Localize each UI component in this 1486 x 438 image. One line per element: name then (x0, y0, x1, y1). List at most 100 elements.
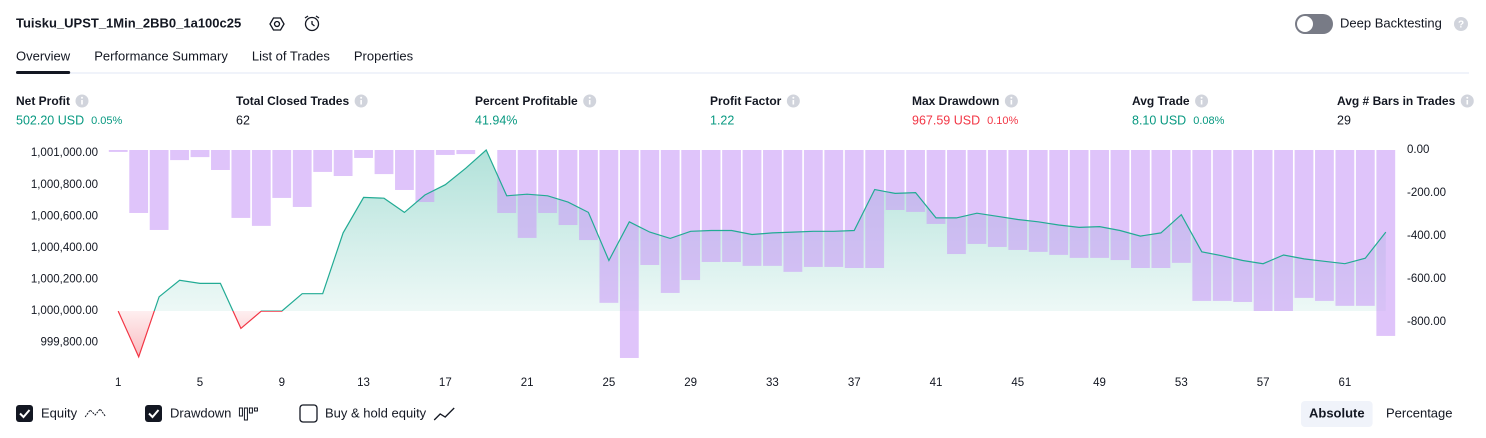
metric-percent: 0.08% (1193, 115, 1224, 127)
info-icon-bar (81, 100, 83, 105)
drawdown-bar (640, 150, 660, 265)
equity-line (117, 149, 1387, 359)
tab-divider (16, 72, 1469, 74)
drawdown-bar (231, 150, 251, 218)
x-tick-label: 41 (930, 377, 943, 389)
drawdown-bar (742, 150, 762, 266)
tab[interactable]: Overview (16, 48, 71, 63)
plot: 999,800.00 1,000,000.00 1,000,200.00 1,000,… (31, 144, 1446, 389)
drawdown-bar (129, 150, 149, 213)
tabs: Overview Performance Summary List of Trade… (16, 48, 414, 74)
y2-tick-label: -800.00 (1407, 316, 1446, 328)
drawdown-bar (497, 150, 517, 213)
y-tick-label: 1,000,200.00 (31, 274, 98, 286)
drawdown-bar (906, 150, 925, 212)
drawdown-bar (1151, 150, 1171, 269)
metric-percent: 0.05% (91, 115, 122, 127)
y2-tick-label: 0.00 (1407, 144, 1429, 156)
drawdown-bar (190, 150, 210, 158)
drawdown-bar (1376, 150, 1396, 336)
tab[interactable]: List of Trades (252, 48, 331, 63)
checkmark (19, 409, 31, 419)
info-icon-dot (360, 96, 363, 99)
drawdown-bar (1315, 150, 1334, 301)
drawdown-bar (415, 150, 435, 203)
drawdown-bar (558, 150, 578, 226)
drawdown-bar (844, 150, 864, 269)
drawdown-bar (108, 150, 128, 152)
y2-tick-label: -400.00 (1407, 230, 1446, 242)
x-tick-label: 53 (1175, 377, 1188, 389)
metric-value: 1.22 (710, 113, 734, 127)
legend-label: Drawdown (170, 405, 231, 420)
drawdown-bar (1008, 150, 1028, 250)
drawdown-bar (722, 150, 741, 262)
x-tick-label: 1 (115, 377, 121, 389)
drawdown-bar (1212, 150, 1232, 301)
drawdown-bar (660, 150, 680, 293)
deep-backtesting-toggle[interactable] (1295, 14, 1333, 34)
x-tick-label: 9 (279, 377, 285, 389)
alert-icon[interactable] (304, 15, 320, 32)
info-icon-dot (81, 96, 83, 99)
drawdown-bar (1171, 150, 1191, 263)
scale-mode-active (1301, 401, 1373, 427)
x-tick-label: 5 (197, 377, 203, 389)
metric-value: 502.20 USD (16, 113, 84, 127)
drawdown-bar (1335, 150, 1355, 306)
metric-label: Total Closed Trades (236, 94, 349, 108)
drawdown-bar (599, 150, 619, 303)
info-icon-dot (1010, 96, 1013, 99)
drawdown-bar (1253, 150, 1273, 311)
checkbox[interactable] (145, 405, 162, 422)
y-tick-label: 999,800.00 (40, 337, 98, 349)
x-tick-label: 33 (766, 377, 779, 389)
info-icon-dot (588, 96, 591, 99)
metrics: Net Profit 502.20 USD 0.05% Total Closed Tr… (16, 94, 1474, 127)
drawdown-bar (824, 150, 844, 267)
y-tick-label: 1,000,600.00 (31, 210, 98, 222)
x-tick-label: 37 (848, 377, 861, 389)
x-tick-label: 25 (602, 377, 615, 389)
drawdown-bar (149, 150, 169, 230)
drawdown-bar (456, 150, 476, 155)
drawdown-bar (1192, 150, 1212, 301)
drawdown-bar (538, 150, 557, 213)
drawdown-icon (238, 407, 243, 417)
drawdown-bar (803, 150, 823, 267)
drawdown-bar (1355, 150, 1375, 306)
x-tick-label: 17 (439, 377, 452, 389)
x-tick-label: 29 (684, 377, 697, 389)
drawdown-bar (763, 150, 782, 266)
metric-value: 41.94% (475, 113, 517, 127)
metric-label: Avg Trade (1132, 94, 1190, 108)
scale-mode[interactable]: Percentage (1386, 405, 1453, 420)
drawdown-icon (253, 407, 258, 412)
y-tick-label: 1,000,000.00 (31, 305, 98, 317)
info-icon-bar (588, 100, 591, 105)
drawdown-bar (947, 150, 966, 255)
scale-mode[interactable]: Absolute (1309, 405, 1365, 420)
drawdown-bar (374, 150, 394, 175)
drawdown-bar (313, 150, 333, 172)
drawdown-bar (619, 150, 639, 358)
legend-label: Equity (41, 405, 78, 420)
drawdown-bar (272, 150, 292, 198)
tab[interactable]: Properties (354, 48, 414, 63)
checkbox[interactable] (16, 405, 33, 422)
checkbox[interactable] (299, 404, 318, 423)
metric-label: Net Profit (16, 94, 70, 108)
x-tick-label: 21 (521, 377, 534, 389)
drawdown-bar (885, 150, 905, 210)
drawdown-bar (251, 150, 271, 226)
help-icon[interactable]: ? (1454, 17, 1468, 31)
x-tick-label: 13 (357, 377, 370, 389)
drawdown-bar (292, 150, 312, 207)
info-icon-bar (1466, 100, 1469, 105)
equity-icon (84, 408, 106, 418)
metric-label: Percent Profitable (475, 94, 578, 108)
settings-icon[interactable] (269, 17, 285, 31)
drawdown-icon (248, 407, 253, 414)
tab[interactable]: Performance Summary (94, 48, 228, 63)
